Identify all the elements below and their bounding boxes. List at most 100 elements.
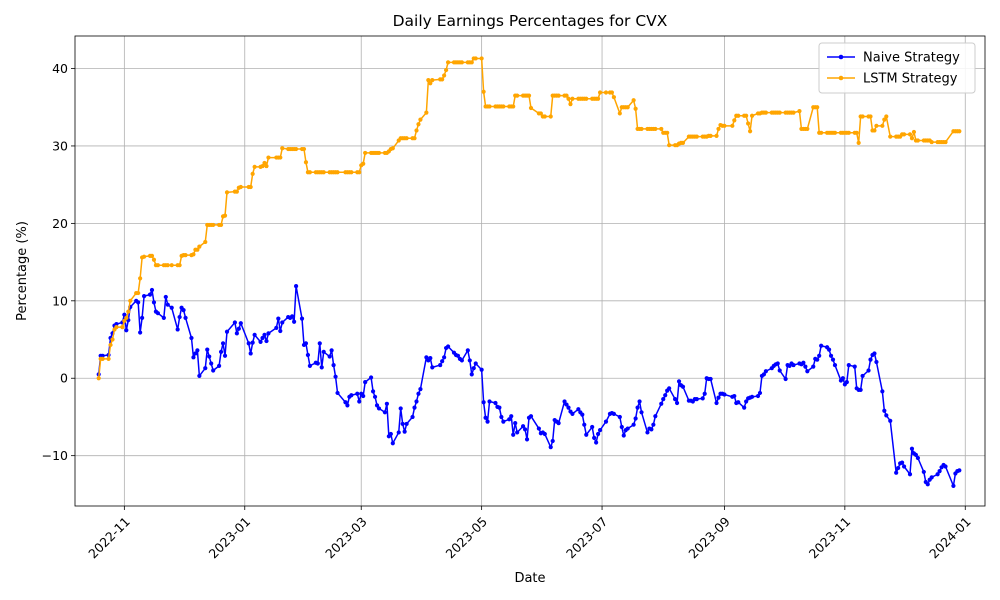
data-point [597, 90, 603, 95]
data-point [925, 482, 930, 487]
data-point [161, 315, 166, 320]
data-point [404, 136, 409, 141]
data-point [264, 163, 269, 169]
data-point [749, 113, 755, 118]
data-point [528, 414, 534, 419]
data-point [349, 393, 354, 398]
data-point [550, 438, 555, 444]
data-point [901, 464, 907, 469]
data-point [414, 128, 419, 133]
data-point [649, 427, 654, 432]
data-point [165, 302, 170, 307]
data-point [501, 419, 506, 424]
data-point [493, 400, 498, 406]
data-point [430, 78, 435, 83]
data-point [442, 73, 447, 78]
data-point [481, 89, 486, 94]
data-point [943, 139, 948, 145]
data-point [331, 362, 336, 368]
data-point [943, 464, 948, 469]
data-point [590, 424, 595, 430]
data-point [680, 140, 686, 145]
data-point [667, 386, 672, 391]
data-point [611, 95, 616, 100]
y-tick-label: 40 [52, 61, 68, 76]
data-point [236, 326, 241, 331]
data-point [418, 386, 423, 392]
data-point [260, 335, 265, 341]
data-point [846, 130, 851, 135]
data-point [303, 160, 309, 165]
data-point [222, 353, 228, 358]
data-point [826, 347, 832, 352]
data-point [218, 349, 224, 355]
data-point [874, 123, 879, 128]
data-point [141, 294, 147, 299]
data-point [631, 98, 636, 103]
data-point [396, 430, 401, 435]
data-point [819, 130, 824, 135]
data-point [860, 373, 865, 379]
data-point [203, 366, 208, 371]
data-point [402, 429, 407, 434]
data-point [293, 284, 299, 289]
data-point [473, 56, 478, 61]
data-point [234, 331, 239, 336]
data-point [617, 414, 622, 420]
data-point [428, 356, 433, 361]
y-tick-label: −10 [42, 448, 68, 463]
data-point [487, 399, 492, 404]
data-point [700, 396, 705, 401]
data-point [155, 263, 161, 268]
data-point [584, 432, 589, 437]
chart-title: Daily Earnings Percentages for CVX [393, 12, 668, 30]
data-point [418, 117, 423, 122]
data-point [580, 412, 585, 417]
data-point [374, 403, 380, 408]
data-point [203, 239, 208, 245]
data-point [467, 358, 472, 363]
data-point [428, 81, 433, 86]
data-point [722, 392, 727, 397]
data-point [526, 93, 532, 98]
data-point [852, 364, 857, 369]
data-point [266, 155, 271, 160]
data-point [355, 391, 360, 396]
data-point [880, 123, 885, 128]
y-tick-label: 30 [52, 138, 68, 153]
data-point [357, 399, 362, 404]
data-point [293, 146, 299, 152]
data-point [363, 150, 368, 156]
data-point [667, 143, 672, 148]
data-point [659, 126, 664, 132]
data-point [708, 376, 713, 382]
data-point [141, 254, 147, 259]
data-point [665, 130, 670, 135]
data-point [197, 373, 202, 379]
data-point [290, 314, 295, 319]
data-point [566, 96, 571, 101]
data-point [832, 130, 838, 135]
data-point [708, 133, 713, 138]
data-point [222, 213, 228, 218]
data-point [884, 413, 889, 418]
data-point [252, 332, 257, 337]
data-point [868, 114, 873, 119]
data-point [746, 121, 751, 126]
data-point [757, 390, 763, 396]
data-point [175, 327, 180, 332]
data-point [568, 102, 573, 107]
data-point [633, 416, 638, 421]
data-point [444, 67, 449, 73]
data-point [335, 390, 340, 396]
data-point [775, 361, 780, 366]
data-point [915, 455, 920, 461]
y-axis-label: Percentage (%) [15, 221, 30, 321]
data-point [205, 347, 210, 352]
data-point [195, 348, 200, 353]
data-point [637, 399, 642, 404]
data-point [319, 365, 324, 370]
data-point [907, 472, 913, 477]
data-point [913, 452, 919, 457]
